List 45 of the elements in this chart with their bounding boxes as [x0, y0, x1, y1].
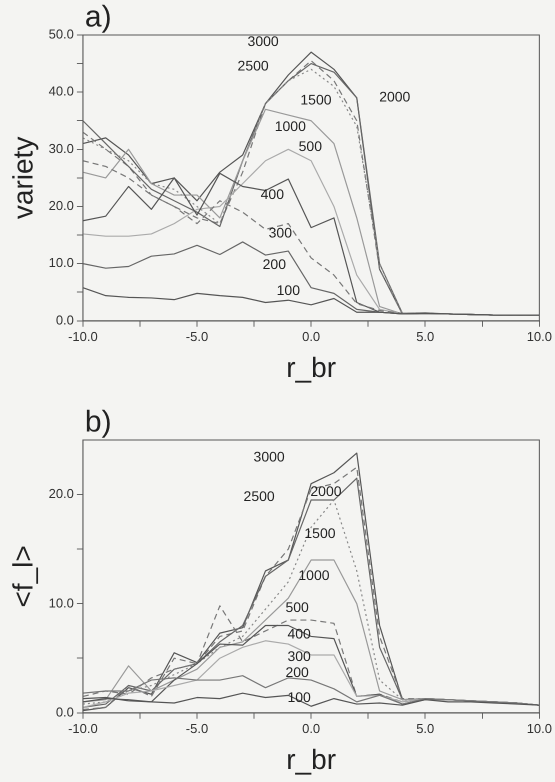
chart-title: a): [84, 0, 112, 34]
y-tick-label: 20.0: [48, 198, 74, 214]
series-label: 1500: [304, 524, 336, 541]
series-label: 500: [285, 598, 310, 615]
y-tick-label: 20.0: [48, 486, 74, 502]
x-tick-label: 0.0: [302, 721, 320, 736]
y-axis-title: <f_l>: [8, 545, 39, 608]
x-axis-title: r_br: [286, 352, 336, 383]
chart-title: b): [84, 405, 112, 438]
y-tick-label: 10.0: [48, 595, 74, 610]
x-tick-label: 0.0: [302, 329, 320, 344]
series-label: 1000: [298, 566, 330, 583]
series-label: 300: [287, 648, 312, 664]
x-tick-label: 5.0: [416, 329, 434, 344]
series-label: 3000: [248, 33, 279, 50]
x-tick-label: -5.0: [186, 329, 208, 344]
series-label: 1000: [274, 118, 306, 134]
series-label: 2500: [238, 58, 269, 74]
series-label: 200: [285, 664, 310, 680]
y-tick-label: 30.0: [48, 140, 74, 156]
series-label: 500: [298, 138, 322, 154]
text: 2500: [244, 488, 275, 504]
series-label: 400: [287, 625, 312, 642]
series-label: 400: [260, 186, 284, 202]
series-label: 200: [262, 256, 286, 272]
x-tick-label: -5.0: [186, 721, 208, 736]
series-label: 1500: [300, 91, 332, 108]
x-tick-label: 10.0: [526, 329, 552, 344]
y-tick-label: 0.0: [56, 704, 74, 720]
x-axis-title: r_br: [286, 744, 336, 775]
y-tick-label: 10.0: [48, 255, 74, 270]
text: 3000: [254, 448, 285, 465]
series-label: 300: [268, 224, 292, 240]
series-label: 2000: [310, 482, 342, 499]
x-tick-label: -10.0: [68, 721, 98, 736]
x-tick-label: 5.0: [416, 721, 434, 736]
x-tick-label: -10.0: [68, 329, 98, 344]
series-label: 2000: [379, 88, 411, 105]
x-tick-label: 10.0: [526, 721, 552, 736]
y-tick-label: 50.0: [48, 26, 74, 42]
y-tick-label: 40.0: [48, 84, 74, 99]
y-tick-label: 0.0: [56, 312, 74, 328]
series-label: 100: [287, 689, 312, 706]
y-axis-title: variety: [8, 136, 39, 220]
series-label: 100: [276, 282, 300, 298]
